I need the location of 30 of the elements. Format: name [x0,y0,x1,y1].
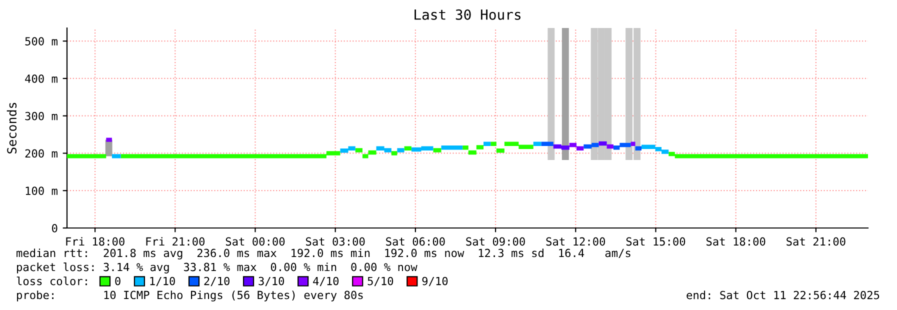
y-tick-label: 200 m [25,149,58,158]
x-tick-label: Sat 12:00 [546,237,606,246]
y-axis-title: Seconds [6,102,17,154]
x-tick-label: Fri 21:00 [146,237,205,246]
y-tick-label: 400 m [25,74,58,83]
y-tick-label: 300 m [25,112,58,120]
y-tick-label: 100 m [26,186,58,196]
legend-label: 5/10 [368,276,394,286]
text: packet loss: 3.14 % avg 33.81 % max 0.00 % min 0.00 % now [17,262,418,274]
legend-label: 1/10 [150,276,175,286]
x-tick-label: Sat 00:00 [226,237,285,246]
text: median rtt: 201.8 ms avg 236.0 ms max 192.0 ms min 192.0 ms now 12.3 ms sd 16.4 am/s [16,248,630,260]
chart-title: Last 30 Hours [414,9,520,20]
x-tick-label: Sat 09:00 [466,237,525,246]
x-tick-label: Sat 15:00 [626,237,686,246]
legend-label: 4/10 [313,276,339,286]
legend-label: 0 [115,276,120,286]
legend-label: 9/10 [422,276,448,286]
legend-title: loss color: [16,276,87,286]
x-tick-label: Fri 18:00 [66,237,124,246]
x-tick-label: Sat 03:00 [306,237,365,246]
x-tick-label: Sat 18:00 [706,237,766,246]
y-tick-label: 500 m [25,37,58,46]
y-tick-label: 0 [52,224,58,232]
x-tick-label: Sat 21:00 [786,237,846,246]
text: end: Sat Oct 11 22:56:44 2025 [686,290,880,300]
x-tick-label: Sat 06:00 [386,237,445,246]
legend-label: 3/10 [258,276,284,286]
legend-label: 2/10 [204,276,230,286]
text: probe: 10 ICMP Echo Pings (56 Bytes) every 80s [17,290,363,302]
